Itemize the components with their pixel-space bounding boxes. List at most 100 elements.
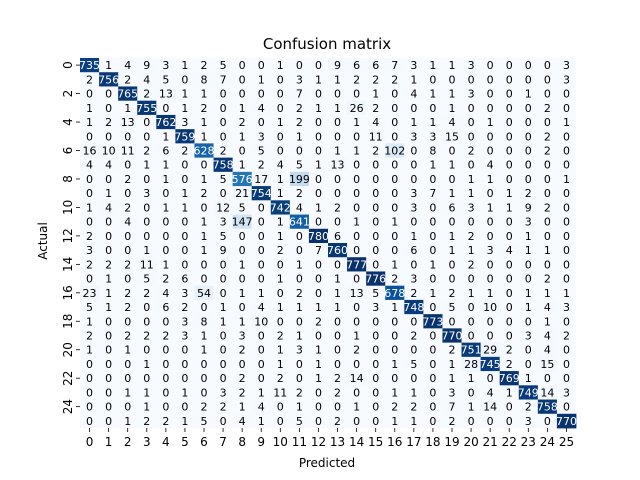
heatmap-cell: [442, 342, 462, 358]
cell-value-label: 1: [239, 258, 246, 271]
heatmap-cell: [442, 243, 462, 258]
heatmap-cell: [213, 86, 234, 102]
heatmap-cell: [518, 271, 539, 287]
heatmap-cell: [270, 100, 291, 116]
heatmap-cell: [213, 399, 234, 415]
y-tick-label: 18: [61, 314, 75, 329]
heatmap-cell: [385, 129, 405, 144]
cell-value-label: 2: [143, 88, 150, 101]
cell-value-label: 0: [220, 415, 227, 428]
heatmap-cell: [308, 385, 329, 400]
heatmap-cell: [328, 243, 348, 258]
heatmap-cell: [194, 171, 214, 187]
heatmap-cell: [118, 257, 138, 272]
heatmap-cell: [347, 114, 367, 130]
heatmap-cell: [118, 243, 138, 258]
cell-value-label: 0: [449, 145, 456, 158]
cell-value-label: 0: [181, 159, 188, 172]
heatmap-cell: [80, 58, 100, 73]
cell-value-label: 4: [239, 415, 246, 428]
heatmap-cell: [137, 243, 157, 258]
cell-value-label: 0: [124, 401, 131, 414]
cell-value-label: 1: [353, 401, 360, 414]
heatmap-cell: [385, 356, 405, 372]
cell-value-label: 3: [525, 330, 532, 343]
cell-value-label: 0: [201, 273, 208, 286]
cell-value-label: 0: [372, 372, 379, 385]
cell-value-label: 1: [506, 386, 513, 399]
cell-value-label: 1: [563, 116, 570, 129]
heatmap-cell: [194, 243, 214, 258]
heatmap-cell: [347, 86, 367, 102]
cell-value-label: 0: [258, 201, 265, 214]
cell-value-label: 0: [353, 130, 360, 143]
heatmap-cell: [347, 129, 367, 144]
cell-value-label: 0: [239, 59, 246, 72]
heatmap-cell: [175, 114, 195, 130]
cell-value-label: 1: [124, 386, 131, 399]
heatmap-cell: [556, 228, 577, 244]
heatmap-cell: [328, 86, 348, 102]
cell-value-label: 4: [105, 201, 112, 214]
cell-value-label: 2: [372, 145, 379, 158]
cell-value-label: 13: [159, 88, 173, 101]
cell-value-label: 2: [449, 287, 456, 300]
heatmap-cell: [289, 200, 310, 215]
heatmap-cell: [251, 171, 272, 187]
heatmap-cell: [537, 299, 558, 315]
heatmap-cell: [480, 285, 501, 301]
cell-value-label: 2: [334, 386, 341, 399]
cell-value-label: 2: [449, 415, 456, 428]
cell-value-label: 0: [124, 187, 131, 200]
cell-value-label: 5: [86, 301, 93, 314]
heatmap-cell: [480, 299, 501, 315]
cell-value-label: 0: [162, 102, 169, 115]
heatmap-cell: [366, 342, 386, 358]
heatmap-cell: [251, 285, 272, 301]
cell-value-label: 776: [365, 273, 386, 286]
heatmap-cell: [480, 385, 501, 400]
cell-value-label: 0: [181, 244, 188, 257]
y-tick-label: 20: [61, 342, 75, 357]
heatmap-cell: [308, 314, 329, 329]
cell-value-label: 2: [353, 344, 360, 357]
cell-value-label: 760: [327, 244, 348, 257]
cell-value-label: 3: [525, 415, 532, 428]
cell-value-label: 0: [105, 244, 112, 257]
cell-value-label: 0: [296, 315, 303, 328]
cell-value-label: 9: [334, 59, 341, 72]
heatmap-cell: [156, 114, 176, 130]
heatmap-cell: [461, 100, 482, 116]
heatmap-cell: [156, 214, 176, 230]
cell-value-label: 1: [315, 159, 322, 172]
heatmap-cell: [156, 243, 176, 258]
cell-value-label: 0: [105, 130, 112, 143]
cell-value-label: 1: [296, 401, 303, 414]
heatmap-cell: [385, 371, 405, 386]
heatmap-cell: [347, 271, 367, 287]
cell-value-label: 6: [162, 301, 169, 314]
heatmap-cell: [442, 143, 462, 159]
heatmap-cell: [385, 186, 405, 201]
heatmap-cell: [270, 86, 291, 102]
heatmap-cell: [423, 72, 443, 87]
heatmap-cell: [99, 157, 119, 173]
cell-value-label: 0: [105, 173, 112, 186]
heatmap-cell: [194, 214, 214, 230]
heatmap-cell: [175, 86, 195, 102]
cell-value-label: 2: [296, 102, 303, 115]
cell-value-label: 2: [124, 330, 131, 343]
cell-value-label: 742: [270, 201, 291, 214]
cell-value-label: 4: [487, 386, 494, 399]
heatmap-cell: [347, 257, 367, 272]
cell-value-label: 5: [296, 159, 303, 172]
heatmap-cell: [99, 299, 119, 315]
x-tick-label: 15: [368, 435, 383, 449]
cell-value-label: 1: [315, 301, 322, 314]
heatmap-cell: [289, 72, 310, 87]
heatmap-cell: [556, 129, 577, 144]
heatmap-cell: [194, 143, 214, 159]
heatmap-cell: [518, 171, 539, 187]
heatmap-cell: [480, 314, 501, 329]
cell-value-label: 12: [216, 201, 230, 214]
